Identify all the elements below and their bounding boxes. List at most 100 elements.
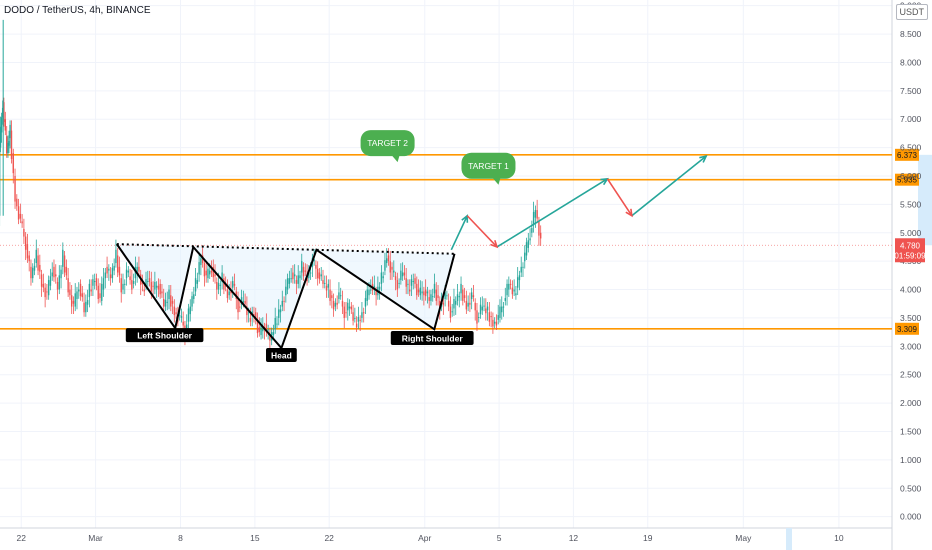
candle-body (173, 306, 176, 316)
candle-body (476, 310, 478, 324)
candle-body (186, 324, 188, 330)
candle-body (178, 315, 181, 317)
candle-body (499, 306, 501, 318)
candle-body (516, 277, 519, 288)
candle-body (378, 286, 381, 290)
candle-body (164, 299, 167, 307)
candle-body (79, 283, 82, 297)
candle-body (39, 264, 41, 272)
y-tick-label: 1.500 (900, 426, 922, 436)
candle-body (109, 274, 112, 279)
candle-body (361, 312, 363, 318)
candle-body (7, 142, 9, 154)
candle-body (366, 289, 368, 301)
candle-body (237, 299, 239, 313)
head-label-box (266, 347, 297, 362)
candle-body (166, 301, 168, 303)
candle-body (327, 283, 330, 288)
candle-body (230, 291, 232, 294)
candle-body (412, 281, 414, 283)
candle-body (76, 291, 78, 300)
target-1-label-bubble (461, 152, 516, 179)
candle-body (495, 321, 498, 326)
candle-body (486, 306, 489, 311)
y-tick-label: 5.000 (900, 228, 922, 238)
candle-body (226, 289, 229, 299)
candle-body (513, 289, 515, 292)
candle-body (267, 329, 269, 331)
candle-body (210, 270, 213, 273)
candle-body (131, 280, 133, 290)
candle-body (283, 300, 285, 302)
candle-body (447, 300, 450, 307)
y-tick-label: 8.000 (900, 57, 922, 67)
candle-body (10, 130, 13, 159)
candle-body (410, 279, 413, 286)
candle-body (345, 312, 347, 314)
candle-body (497, 315, 499, 320)
candle-body (102, 278, 105, 290)
level-tag-box (895, 322, 919, 335)
candle-body (256, 319, 259, 334)
candle-body (451, 311, 453, 313)
level-tag-label: 6.373 (897, 151, 918, 160)
x-tick-label: 22 (17, 533, 27, 543)
candle-body (400, 270, 402, 281)
level-tag-label: 5.935 (897, 176, 918, 185)
candle-body (509, 283, 512, 285)
candle-body (6, 136, 8, 154)
candle-body (116, 255, 119, 273)
level-tag-box (895, 173, 919, 186)
candle-body (85, 301, 87, 313)
candle-body (352, 312, 354, 321)
candle-body (375, 291, 377, 296)
candle-body (122, 283, 124, 290)
candle-body (455, 300, 457, 305)
candle-body (157, 285, 160, 290)
y-tick-label: 8.500 (900, 29, 922, 39)
candle-body (320, 274, 322, 277)
candle-body (417, 289, 420, 293)
candle-body (437, 295, 439, 299)
x-tick-label: 10 (834, 533, 844, 543)
level-tag-label: 3.309 (897, 325, 918, 334)
candle-body (357, 316, 360, 322)
candle-body (49, 276, 52, 286)
candle-body (343, 306, 345, 318)
candle-body (203, 263, 206, 277)
candle-body (426, 291, 429, 294)
candle-body (293, 274, 296, 277)
candle-body (274, 317, 276, 330)
candle-body (8, 140, 10, 146)
candle-body (488, 312, 491, 322)
head-label: Head (271, 350, 292, 360)
candle-body (86, 299, 89, 305)
currency-badge[interactable]: USDT (895, 4, 928, 20)
price-axis[interactable] (892, 0, 932, 550)
candle-body (69, 289, 71, 296)
candle-body (524, 252, 526, 262)
candle-body (46, 291, 48, 293)
projection-down-arrow (606, 178, 633, 217)
candle-body (386, 258, 388, 264)
candle-body (132, 281, 135, 284)
candle-body (60, 269, 62, 279)
candle-body (387, 255, 390, 262)
candle-body (339, 295, 342, 297)
candle-body (531, 228, 533, 233)
candle-body (297, 275, 299, 284)
candle-body (322, 280, 324, 284)
candle-body (462, 289, 464, 301)
candle-body (416, 283, 418, 296)
candle-body (244, 300, 246, 304)
candle-body (279, 309, 282, 313)
candle-body (30, 266, 32, 279)
candle-body (159, 283, 161, 295)
candle-body (396, 280, 399, 290)
candle-body (21, 221, 23, 224)
candle-body (92, 279, 94, 286)
candle-body (529, 238, 531, 241)
candle-body (35, 249, 37, 264)
candle-body (269, 334, 271, 341)
